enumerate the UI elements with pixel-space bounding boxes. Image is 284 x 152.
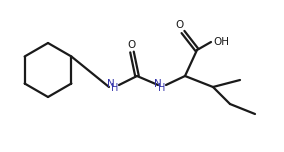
Text: H: H xyxy=(111,83,119,93)
Text: N: N xyxy=(107,79,115,89)
Text: OH: OH xyxy=(213,37,229,47)
Text: H: H xyxy=(158,83,166,93)
Text: O: O xyxy=(128,40,136,50)
Text: N: N xyxy=(154,79,162,89)
Text: O: O xyxy=(176,20,184,30)
